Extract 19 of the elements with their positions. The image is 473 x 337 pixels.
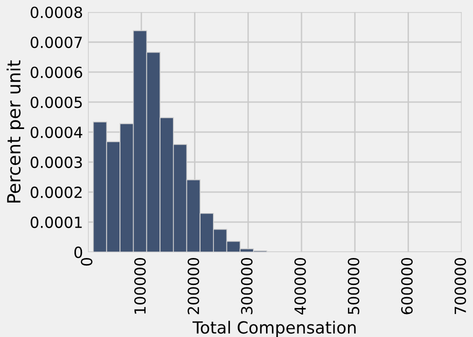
x-tick-label: 100000	[134, 258, 146, 314]
y-tick-label: 0.0005	[30, 96, 82, 108]
y-tick-label: 0.0004	[30, 126, 82, 138]
x-tick-label: 700000	[454, 258, 466, 314]
x-tick-label: 200000	[188, 258, 200, 314]
y-tick-label: 0.0006	[30, 66, 82, 78]
y-tick-label: 0.0007	[30, 36, 82, 48]
x-tick-label: 300000	[241, 258, 253, 314]
y-tick-label: 0.0008	[30, 6, 82, 18]
x-tick-label: 500000	[348, 258, 360, 314]
x-axis-title: Total Compensation	[192, 320, 356, 337]
x-tick-label: 0	[80, 258, 92, 266]
y-tick-label: 0.0002	[30, 186, 82, 198]
y-tick-label: 0.0001	[30, 216, 82, 228]
x-tick-label: 600000	[401, 258, 413, 314]
y-axis-title: Percent per unit	[6, 60, 24, 203]
y-tick-label: 0.0003	[30, 156, 82, 168]
x-tick-label: 400000	[294, 258, 306, 315]
y-tick-label: 0	[74, 246, 82, 258]
